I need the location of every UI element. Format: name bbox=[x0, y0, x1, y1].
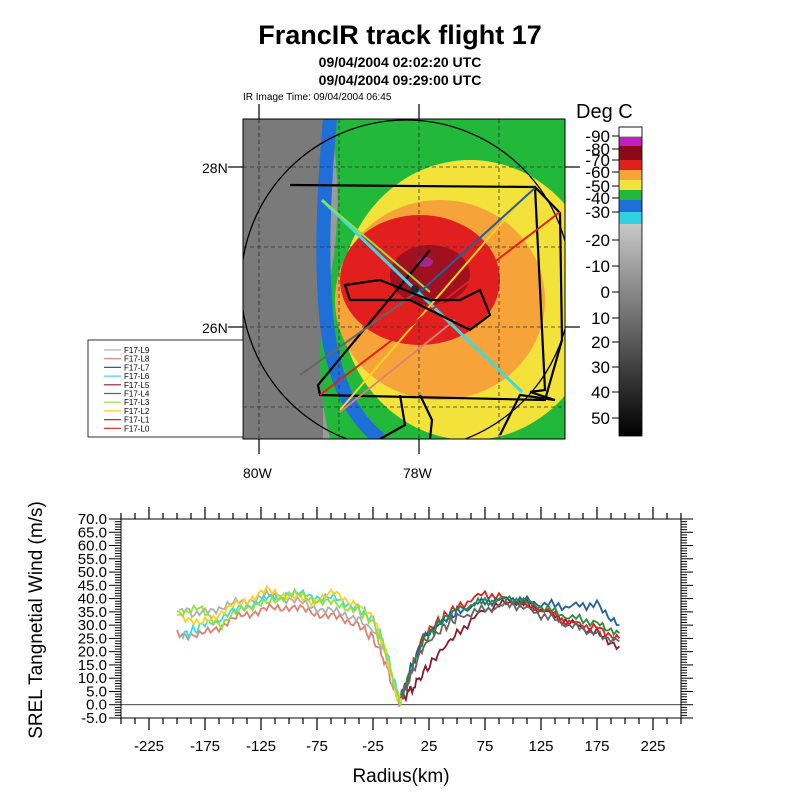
legend-entry: F17-L7 bbox=[124, 363, 150, 372]
y-tick-label: 40.0 bbox=[78, 591, 107, 608]
cloud-darkred-core bbox=[390, 245, 470, 305]
y-tick-label: 25.0 bbox=[78, 630, 107, 647]
x-tick-label: -175 bbox=[190, 738, 220, 755]
cloud-blue-edge bbox=[316, 119, 385, 439]
lon-label-80w: 80W bbox=[243, 465, 273, 481]
ir-satellite-map: 28N 26N 80W 78W bbox=[202, 104, 580, 481]
y-axis-label: SREL Tangnetial Wind (m/s) bbox=[26, 501, 47, 739]
flight-track-blue bbox=[419, 187, 536, 293]
map-land-shade bbox=[243, 119, 323, 439]
y-tick-label: -5.0 bbox=[81, 710, 107, 727]
x-tick-label: -125 bbox=[246, 738, 276, 755]
x-axis-label: Radius(km) bbox=[352, 766, 449, 787]
flight-start-time: 09/04/2004 02:02:20 UTC bbox=[318, 54, 482, 70]
wind-series-line bbox=[176, 602, 402, 708]
flight-track-tail bbox=[379, 394, 434, 439]
cloud-green-corner bbox=[520, 119, 565, 169]
legend-entry: F17-L2 bbox=[124, 407, 150, 416]
y-tick-label: 35.0 bbox=[78, 604, 107, 621]
x-tick-label: -25 bbox=[362, 738, 384, 755]
wind-series-line bbox=[400, 594, 620, 696]
ir-image-time: IR Image Time: 09/04/2004 06:45 bbox=[243, 92, 392, 103]
y-tick-label: 55.0 bbox=[78, 551, 107, 568]
legend-entry: F17-L8 bbox=[124, 355, 150, 364]
legend-entry: F17-L9 bbox=[124, 346, 150, 355]
colorbar-label: -30 bbox=[585, 203, 610, 222]
lon-label-78w: 78W bbox=[403, 465, 433, 481]
y-tick-label: 65.0 bbox=[78, 524, 107, 541]
wind-profile-chart: -225 -175 -125 -75 -25 25 75 125 175 225 -5.00.05.… bbox=[26, 501, 693, 787]
track-legend: F17-L9F17-L8F17-L7F17-L6F17-L5F17-L4F17-… bbox=[87, 339, 244, 438]
colorbar-label: -40 bbox=[585, 189, 610, 208]
flight-tracks bbox=[289, 183, 564, 439]
flight-track-red bbox=[319, 211, 561, 396]
legend-entry: F17-L6 bbox=[124, 372, 150, 381]
legend-entry: F17-L4 bbox=[124, 390, 150, 399]
x-tick-label: 175 bbox=[584, 738, 609, 755]
colorbar-label: 40 bbox=[591, 383, 610, 402]
x-tick-label: 75 bbox=[477, 738, 494, 755]
legend-entry: F17-L3 bbox=[124, 398, 150, 407]
flight-end-time: 09/04/2004 09:29:00 UTC bbox=[318, 72, 482, 88]
y-tick-label: 45.0 bbox=[78, 577, 107, 594]
legend-entry: F17-L0 bbox=[124, 424, 150, 433]
colorbar-label: -60 bbox=[585, 163, 610, 182]
colorbar-title: Deg C bbox=[576, 101, 633, 123]
figure-title: FrancIR track flight 17 bbox=[258, 20, 542, 50]
x-tick-label: -75 bbox=[306, 738, 328, 755]
colorbar-label: 50 bbox=[591, 409, 610, 428]
colorbar-labels: -90-80-70-60-50-40-30 -20 -10 0 10 20 30 40 50 bbox=[585, 127, 619, 428]
range-ring bbox=[243, 119, 565, 439]
flight-track-salmon bbox=[339, 319, 456, 413]
map-ticks bbox=[228, 104, 580, 454]
y-tick-label: 0.0 bbox=[86, 697, 107, 714]
colorbar-label: -80 bbox=[585, 140, 610, 159]
legend-entry: F17-L5 bbox=[124, 381, 150, 390]
y-tick-label: 50.0 bbox=[78, 564, 107, 581]
y-tick-label: 70.0 bbox=[78, 511, 107, 528]
wind-series-line bbox=[176, 589, 402, 707]
colorbar-label: -10 bbox=[585, 257, 610, 276]
colorbar-label: -70 bbox=[585, 151, 610, 170]
colorbar-label: 10 bbox=[591, 309, 610, 328]
y-tick-label: 5.0 bbox=[86, 683, 107, 700]
y-tick-label: 30.0 bbox=[78, 617, 107, 634]
y-tick-label: 15.0 bbox=[78, 657, 107, 674]
flight-track-lime bbox=[321, 199, 431, 293]
colorbar-label: 30 bbox=[591, 358, 610, 377]
chart-series bbox=[176, 584, 621, 708]
wind-series-line bbox=[400, 598, 620, 699]
legend-entry: F17-L1 bbox=[124, 416, 150, 425]
lat-label-28n: 28N bbox=[202, 160, 228, 176]
colorbar-label: 0 bbox=[601, 283, 610, 302]
x-tick-label: 25 bbox=[421, 738, 438, 755]
flight-track-inner bbox=[343, 278, 492, 332]
colorbar-label: -50 bbox=[585, 177, 610, 196]
map-graticule bbox=[243, 119, 565, 439]
colorbar: Deg C -90-80-70-60-50-40-30 -20 -10 0 10 20 30… bbox=[576, 101, 643, 437]
colorbar-label: -90 bbox=[585, 127, 610, 146]
y-tick-label: 10.0 bbox=[78, 670, 107, 687]
x-tick-label: 225 bbox=[640, 738, 665, 755]
colorbar-label: 20 bbox=[591, 333, 610, 352]
x-tick-label: -225 bbox=[134, 738, 164, 755]
y-tick-label: 60.0 bbox=[78, 538, 107, 555]
y-tick-label: 20.0 bbox=[78, 644, 107, 661]
colorbar-label: -20 bbox=[585, 231, 610, 250]
storm-center-marker bbox=[411, 285, 419, 293]
flight-track-gray bbox=[299, 289, 421, 376]
map-frame bbox=[242, 118, 566, 440]
lat-label-26n: 26N bbox=[202, 320, 228, 336]
x-tick-label: 125 bbox=[528, 738, 553, 755]
